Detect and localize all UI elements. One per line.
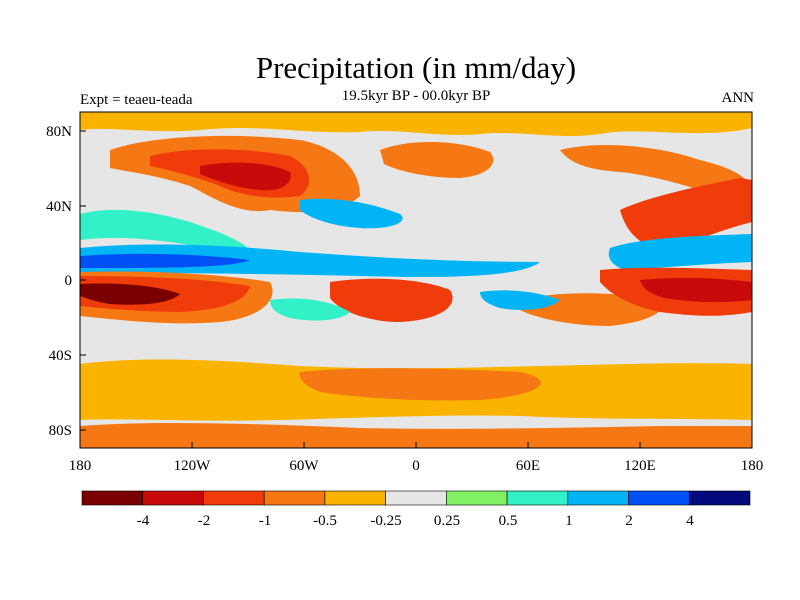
precipitation-field [80,112,752,448]
colorbar-label: 0.5 [499,513,518,529]
arctic-dry-band [80,112,752,136]
west-pacific-wet [608,234,752,270]
south-atlantic-wet [270,298,350,321]
x-tick-label: 180 [69,458,92,474]
antarctic-coast-dry [80,422,752,448]
colorbar-swatch [81,490,144,506]
colorbar-label: -4 [137,513,150,529]
equatorial-pacific-wet-outer [80,244,540,277]
y-tick-label: 0 [65,273,73,289]
colorbar-label: 2 [625,513,633,529]
north-atlantic-dry [380,141,494,178]
x-tick-label: 60E [516,458,540,474]
plot-title: Precipitation (in mm/day) [255,50,577,85]
colorbar: -4 -2 -1 -0.5 -0.25 0.25 0.5 1 2 4 [81,490,751,529]
season-label: ANN [721,90,755,106]
colorbar-swatch [688,490,751,506]
north-pacific-wet [80,209,250,252]
y-tick-label: 80N [46,124,72,140]
colorbar-swatch [628,490,690,506]
colorbar-swatch [506,490,569,506]
x-tick-label: 0 [412,458,420,474]
colorbar-label: 1 [565,513,573,529]
x-axis: 180 120W 60W 0 60E 120E 180 [69,442,764,474]
x-tick-label: 180 [741,458,764,474]
colorbar-label: -0.5 [313,513,337,529]
x-tick-label: 120E [624,458,656,474]
colorbar-label: 0.25 [434,513,460,529]
plot-subtitle: 19.5kyr BP - 00.0kyr BP [341,88,491,104]
colorbar-swatch [446,490,508,506]
colorbar-swatch [567,490,629,506]
south-atlantic-dry [330,278,453,322]
colorbar-swatch [203,490,265,506]
north-america-dry-max [200,162,291,191]
east-asia-dry [620,178,752,248]
maritime-continent-max [640,277,752,303]
colorbar-swatch [142,490,204,506]
colorbar-label: -1 [259,513,272,529]
y-axis: 80N 40N 0 40S 80S [46,124,86,439]
colorbar-swatch [263,490,326,506]
colorbar-swatch [385,490,447,506]
x-tick-label: 120W [174,458,212,474]
experiment-label: Expt = teaeu-teada [80,92,193,108]
colorbar-label: -2 [198,513,211,529]
south-pacific-dry-max [80,283,180,305]
colorbar-swatch [324,490,386,506]
indian-ocean-wet [480,290,560,310]
y-tick-label: 40S [49,348,72,364]
north-atlantic-wet [300,198,403,229]
y-tick-label: 40N [46,199,72,215]
y-tick-label: 80S [49,423,72,439]
colorbar-label: 4 [686,513,694,529]
southern-ocean-dry-core [299,368,541,401]
equatorial-pacific-wet-core [80,253,250,268]
x-tick-label: 60W [289,458,319,474]
colorbar-label: -0.25 [370,513,401,529]
